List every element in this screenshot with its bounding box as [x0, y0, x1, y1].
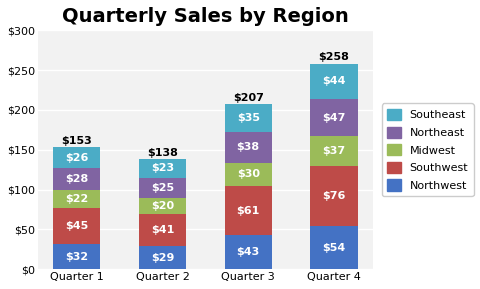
- Bar: [139, 159, 186, 178]
- Bar: [53, 244, 100, 269]
- Text: $41: $41: [150, 225, 174, 235]
- Bar: [139, 246, 186, 269]
- Text: $138: $138: [147, 148, 178, 158]
- Legend: Southeast, Northeast, Midwest, Southwest, Northwest: Southeast, Northeast, Midwest, Southwest…: [381, 103, 473, 196]
- Text: $44: $44: [322, 76, 345, 86]
- Text: $29: $29: [150, 253, 174, 263]
- Bar: [310, 136, 357, 166]
- Bar: [310, 99, 357, 136]
- Text: $20: $20: [151, 201, 174, 211]
- Text: $43: $43: [236, 247, 259, 257]
- Bar: [139, 178, 186, 198]
- Bar: [224, 162, 271, 186]
- Text: $35: $35: [236, 113, 259, 123]
- Text: $38: $38: [236, 142, 259, 152]
- Bar: [139, 198, 186, 214]
- Text: $25: $25: [151, 183, 174, 193]
- Bar: [310, 64, 357, 99]
- Bar: [310, 166, 357, 226]
- Text: $54: $54: [322, 243, 345, 253]
- Text: $76: $76: [322, 191, 345, 201]
- Text: $153: $153: [61, 136, 92, 146]
- Bar: [53, 208, 100, 244]
- Bar: [53, 168, 100, 190]
- Bar: [224, 104, 271, 132]
- Text: $23: $23: [151, 164, 174, 173]
- Text: $45: $45: [65, 221, 88, 231]
- Text: $61: $61: [236, 206, 259, 216]
- Bar: [53, 147, 100, 168]
- Bar: [53, 190, 100, 208]
- Bar: [224, 132, 271, 162]
- Text: $26: $26: [65, 153, 88, 163]
- Bar: [224, 186, 271, 235]
- Text: $207: $207: [232, 93, 263, 103]
- Text: $258: $258: [318, 52, 348, 62]
- Bar: [310, 226, 357, 269]
- Text: $47: $47: [322, 112, 345, 123]
- Text: $30: $30: [236, 169, 259, 179]
- Text: $22: $22: [65, 194, 88, 204]
- Bar: [139, 214, 186, 246]
- Text: $32: $32: [65, 251, 88, 262]
- Text: $37: $37: [322, 146, 345, 156]
- Title: Quarterly Sales by Region: Quarterly Sales by Region: [62, 7, 348, 26]
- Text: $28: $28: [65, 174, 88, 184]
- Bar: [224, 235, 271, 269]
